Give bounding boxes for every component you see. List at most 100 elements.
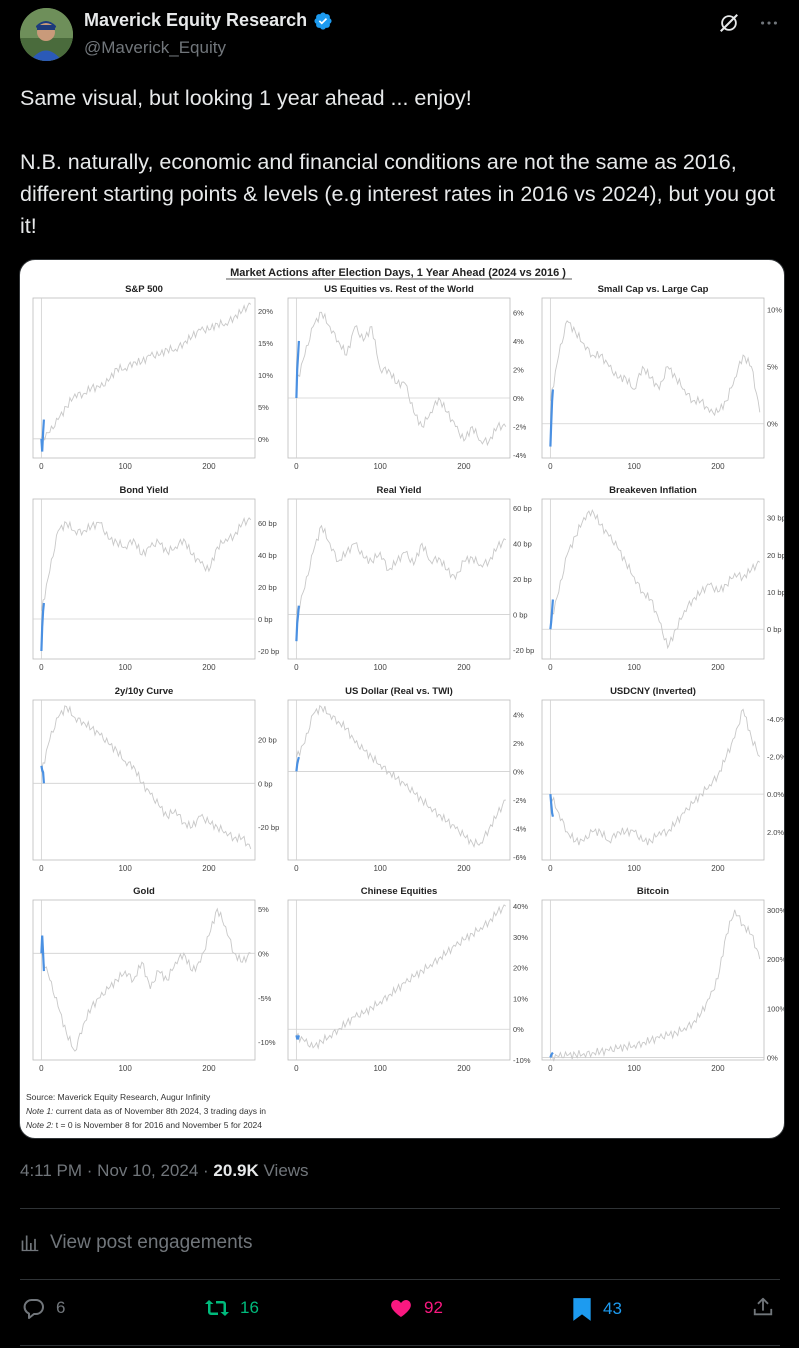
tweet-text: Same visual, but looking 1 year ahead ..… bbox=[20, 82, 780, 242]
x-tick-label: 100 bbox=[118, 663, 132, 672]
y-tick-label: 0% bbox=[513, 1025, 524, 1034]
y-tick-label: 4% bbox=[513, 337, 524, 346]
y-tick-label: -2% bbox=[513, 423, 527, 432]
x-tick-label: 200 bbox=[711, 864, 725, 873]
chart-title: Bitcoin bbox=[637, 886, 669, 897]
tweet-media-image[interactable]: Market Actions after Election Days, 1 Ye… bbox=[19, 259, 785, 1139]
y-tick-label: 20 bp bbox=[767, 551, 784, 560]
chart-panel: Breakeven Inflation 0 100 200 30 bp 20 bp 10 b… bbox=[541, 485, 784, 672]
y-tick-label: 20% bbox=[258, 307, 273, 316]
verified-badge-icon[interactable] bbox=[313, 11, 333, 31]
x-tick-label: 0 bbox=[548, 663, 553, 672]
avatar-image bbox=[20, 8, 73, 61]
view-engagements-label: View post engagements bbox=[50, 1232, 253, 1253]
y-tick-label: 0.0% bbox=[767, 790, 784, 799]
y-tick-label: 10% bbox=[513, 994, 528, 1003]
x-tick-label: 0 bbox=[294, 1064, 299, 1073]
x-tick-label: 200 bbox=[202, 663, 216, 672]
author-name[interactable]: Maverick Equity Research bbox=[84, 10, 308, 30]
y-tick-label: 5% bbox=[258, 403, 269, 412]
chart-panel: US Equities vs. Rest of the World 0 100 200… bbox=[287, 284, 527, 471]
x-tick-label: 100 bbox=[627, 1064, 641, 1073]
series-line-2024 bbox=[549, 599, 554, 630]
y-tick-label: -10% bbox=[258, 1038, 276, 1047]
chart-title: US Equities vs. Rest of the World bbox=[324, 284, 474, 295]
more-options-icon[interactable] bbox=[758, 12, 780, 34]
x-tick-label: 200 bbox=[202, 864, 216, 873]
series-line-2016 bbox=[40, 705, 252, 850]
chart-frame bbox=[541, 699, 765, 861]
bookmark-count: 43 bbox=[603, 1299, 622, 1318]
chart-frame bbox=[287, 699, 511, 861]
series-line-2016 bbox=[549, 320, 761, 417]
y-tick-label: 40% bbox=[513, 902, 528, 911]
series-line-2024 bbox=[295, 605, 300, 642]
x-tick-label: 100 bbox=[627, 462, 641, 471]
reply-button[interactable]: 6 bbox=[22, 1296, 65, 1320]
x-tick-label: 0 bbox=[294, 663, 299, 672]
divider bbox=[20, 1208, 780, 1209]
series-line-2024 bbox=[295, 1035, 300, 1040]
y-tick-label: 2% bbox=[513, 365, 524, 374]
note-2-label: Note 2: bbox=[26, 1120, 54, 1130]
x-tick-label: 100 bbox=[373, 1064, 387, 1073]
chart-panel: Bitcoin 0 100 200 300% 200% 100% 0% bbox=[541, 886, 784, 1073]
y-tick-label: -2.0% bbox=[767, 752, 784, 761]
y-tick-label: 100% bbox=[767, 1004, 784, 1013]
tweet-paragraph-2: N.B. naturally, economic and financial c… bbox=[20, 150, 775, 238]
series-line-2024 bbox=[40, 419, 45, 452]
y-tick-label: 0 bp bbox=[767, 625, 782, 634]
series-line-2016 bbox=[295, 524, 507, 615]
author-handle[interactable]: @Maverick_Equity bbox=[84, 38, 226, 57]
series-line-2016 bbox=[549, 508, 761, 650]
tweet-paragraph-1: Same visual, but looking 1 year ahead ..… bbox=[20, 86, 472, 110]
series-line-2016 bbox=[41, 907, 251, 1052]
y-tick-label: 10% bbox=[258, 371, 273, 380]
reply-count: 6 bbox=[56, 1298, 66, 1317]
x-tick-label: 0 bbox=[294, 462, 299, 471]
x-tick-label: 100 bbox=[373, 864, 387, 873]
x-tick-label: 100 bbox=[627, 663, 641, 672]
repost-button[interactable]: 16 bbox=[204, 1296, 259, 1320]
y-tick-label: -4% bbox=[513, 451, 527, 460]
x-tick-label: 0 bbox=[548, 1064, 553, 1073]
y-tick-label: 4% bbox=[513, 710, 524, 719]
avatar[interactable] bbox=[20, 8, 73, 61]
y-tick-label: 5% bbox=[258, 905, 269, 914]
series-line-2016 bbox=[550, 909, 761, 1062]
chart-title: S&P 500 bbox=[125, 284, 163, 295]
chart-panel: 2y/10y Curve 0 100 200 20 bp 0 bp -20 bp bbox=[32, 686, 279, 873]
series-line-2024 bbox=[295, 340, 300, 399]
x-tick-label: 200 bbox=[711, 663, 725, 672]
series-line-2024 bbox=[40, 602, 45, 652]
chart-title: USDCNY (Inverted) bbox=[610, 686, 696, 697]
y-tick-label: 40 bp bbox=[513, 539, 532, 548]
y-tick-label: 0% bbox=[258, 435, 269, 444]
x-tick-label: 200 bbox=[711, 1064, 725, 1073]
chart-title: Small Cap vs. Large Cap bbox=[598, 284, 709, 295]
y-tick-label: -20 bp bbox=[258, 647, 279, 656]
like-count: 92 bbox=[424, 1298, 443, 1317]
series-line-2016 bbox=[295, 311, 507, 447]
bookmark-button[interactable]: 43 bbox=[571, 1296, 622, 1322]
post-time[interactable]: 4:11 PM bbox=[20, 1161, 83, 1180]
x-tick-label: 100 bbox=[373, 462, 387, 471]
chart-title: US Dollar (Real vs. TWI) bbox=[345, 686, 453, 697]
views-label: Views bbox=[258, 1161, 309, 1180]
post-date[interactable]: Nov 10, 2024 bbox=[97, 1161, 199, 1180]
series-line-2024 bbox=[549, 389, 554, 447]
chart-frame bbox=[287, 899, 511, 1061]
y-tick-label: 5% bbox=[767, 363, 778, 372]
series-line-2016 bbox=[40, 517, 252, 612]
y-tick-label: 20 bp bbox=[513, 575, 532, 584]
chart-panel: Gold 0 100 200 5% 0% -5% -10% bbox=[32, 886, 276, 1073]
like-button[interactable]: 92 bbox=[388, 1296, 443, 1320]
view-engagements-link[interactable]: View post engagements bbox=[20, 1232, 252, 1254]
grok-icon[interactable] bbox=[718, 12, 740, 34]
share-button[interactable] bbox=[752, 1296, 774, 1318]
chart-panel: Chinese Equities 0 100 200 40% 30% 20% 10% 0% -10… bbox=[287, 886, 531, 1073]
x-tick-label: 0 bbox=[39, 1064, 44, 1073]
bookmark-icon bbox=[573, 1298, 591, 1321]
figure-title: Market Actions after Election Days, 1 Ye… bbox=[230, 267, 566, 279]
figure-note-1: Note 1: current data as of November 8th … bbox=[26, 1106, 266, 1116]
